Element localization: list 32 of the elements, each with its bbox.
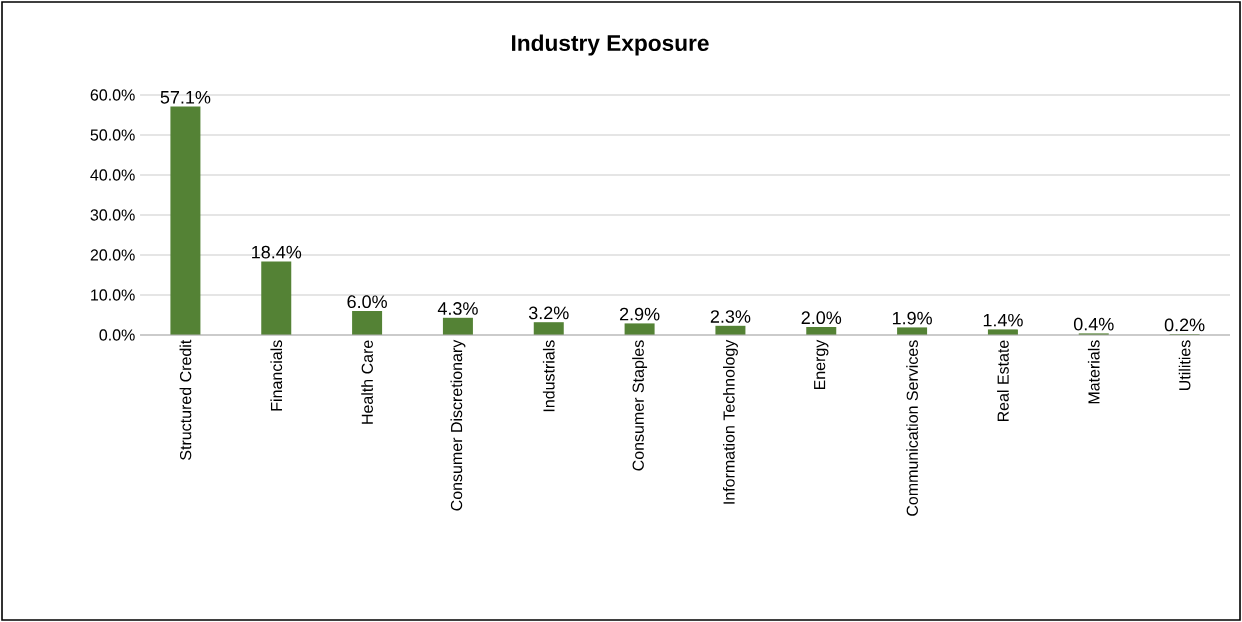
data-label: 2.9%: [619, 307, 660, 321]
data-label: 0.2%: [1164, 318, 1205, 332]
x-tick-label: Real Estate: [997, 340, 1009, 422]
data-label: 1.9%: [892, 311, 932, 325]
data-label: 18.4%: [252, 245, 302, 259]
x-tick-label: Consumer Staples: [632, 340, 648, 471]
y-tick-label: 30.0%: [90, 209, 135, 221]
chart-title: Industry Exposure: [512, 34, 709, 56]
x-tick-label: Information Technology: [722, 339, 738, 504]
x-tick-label: Communication Services: [906, 340, 918, 516]
data-label: 6.0%: [347, 295, 387, 309]
data-label: 1.4%: [983, 313, 1023, 327]
data-label: 3.2%: [528, 306, 569, 320]
x-tick-label: Industrials: [542, 340, 555, 412]
y-tick-label: 10.0%: [91, 289, 135, 301]
y-tick-label: 50.0%: [90, 129, 135, 141]
data-label: 2.0%: [801, 311, 842, 325]
y-tick-label: 60.0%: [90, 89, 135, 101]
data-label: 2.3%: [710, 310, 751, 323]
data-label: 0.4%: [1073, 317, 1114, 331]
x-tick-label: Consumer Discretionary: [450, 339, 466, 511]
y-tick-label: 20.0%: [90, 249, 135, 261]
x-tick-label: Health Care: [361, 340, 373, 424]
x-tick-label: Financials: [270, 340, 283, 411]
data-label: 4.3%: [437, 302, 478, 315]
y-tick-label: 0.0%: [99, 329, 135, 341]
x-tick-label: Energy: [814, 339, 829, 390]
y-tick-label: 40.0%: [90, 169, 135, 181]
x-tick-label: Structured Credit: [179, 339, 192, 460]
x-tick-label: Utilities: [1178, 340, 1191, 391]
x-tick-label: Materials: [1087, 340, 1100, 404]
data-label: 57.1%: [160, 91, 211, 104]
